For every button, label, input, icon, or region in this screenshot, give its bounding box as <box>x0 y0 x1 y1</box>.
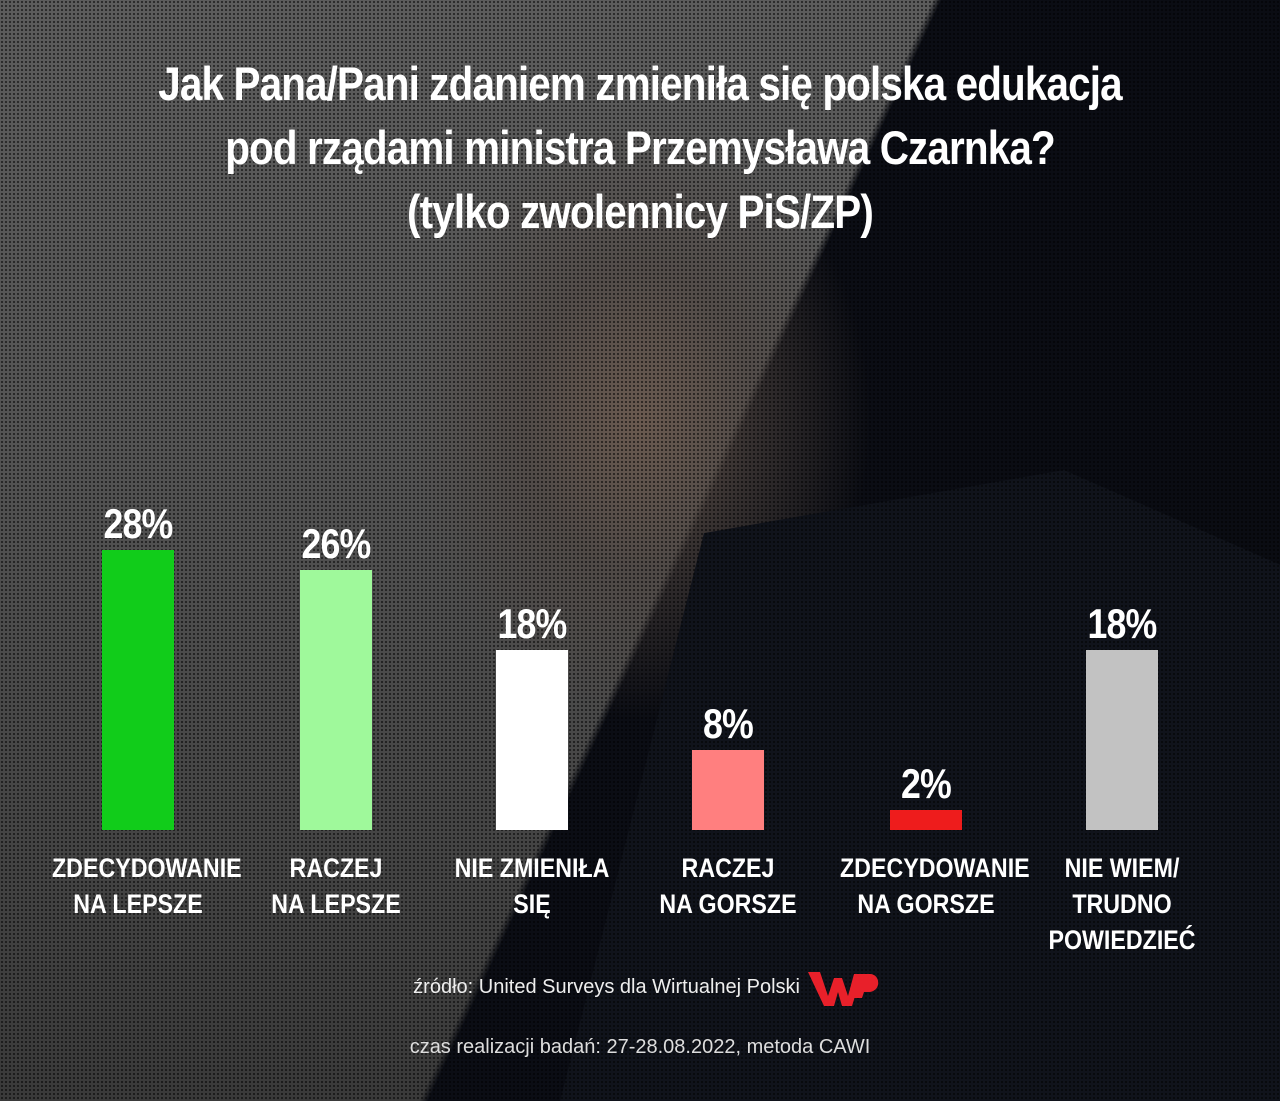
bar-value-label: 2% <box>901 760 952 807</box>
category-label: NIE WIEM/ TRUDNO POWIEDZIEĆ <box>1048 853 1196 955</box>
bar-raczej-na-gorsze <box>692 750 764 830</box>
bar-zdecydowanie-na-gorsze <box>890 810 962 830</box>
wp-logo-icon <box>808 972 879 1006</box>
bar-zdecydowanie-na-lepsze <box>102 550 174 830</box>
bar-value-label: 18% <box>1087 600 1158 647</box>
bar-nie-wiem <box>1086 650 1158 830</box>
source-text: źródło: United Surveys dla Wirtualnej Po… <box>413 976 800 998</box>
bar-value-label: 28% <box>103 500 174 547</box>
bar-nie-zmienila-sie <box>496 650 568 830</box>
category-label: RACZEJ NA LEPSZE <box>271 853 401 919</box>
bar-value-label: 26% <box>301 520 372 567</box>
date-method-text: czas realizacji badań: 27-28.08.2022, me… <box>409 1036 871 1058</box>
bar-value-label: 8% <box>703 700 754 747</box>
chart-title: Jak Pana/Pani zdaniem zmieniła się polsk… <box>90 52 1191 244</box>
bar-raczej-na-lepsze <box>300 570 372 830</box>
title-line-1: Jak Pana/Pani zdaniem zmieniła się polsk… <box>158 57 1122 110</box>
category-label: RACZEJ NA GORSZE <box>659 853 797 919</box>
category-label: NIE ZMIENIŁA SIĘ <box>454 853 610 919</box>
title-line-2: pod rządami ministra Przemysława Czarnka… <box>225 121 1055 174</box>
category-label: ZDECYDOWANIE NA LEPSZE <box>52 853 242 919</box>
bar-value-label: 18% <box>497 600 568 647</box>
title-line-3: (tylko zwolennicy PiS/ZP) <box>407 185 874 238</box>
category-label: ZDECYDOWANIE NA GORSZE <box>840 853 1030 919</box>
